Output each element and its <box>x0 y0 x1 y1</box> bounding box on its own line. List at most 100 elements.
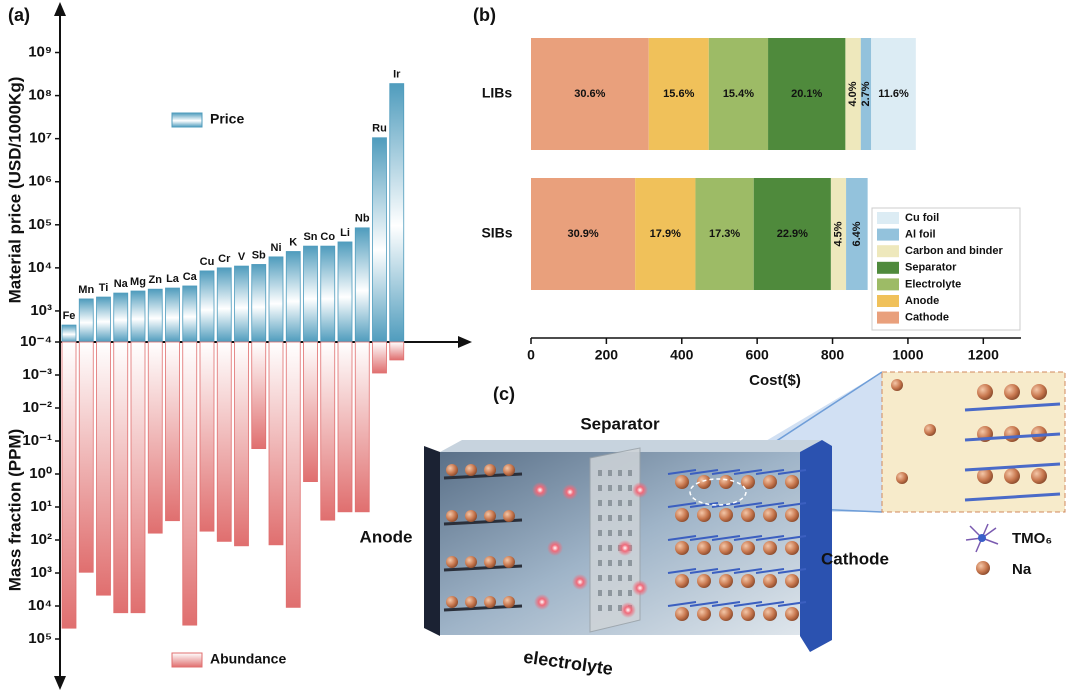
cathode-layer <box>689 502 719 508</box>
cathode-layer <box>733 535 763 541</box>
category-label: Ru <box>372 123 387 135</box>
category-label: Ir <box>393 68 401 80</box>
na-atom <box>697 475 711 489</box>
category-label: Sn <box>303 231 317 243</box>
cathode-layer <box>711 535 741 541</box>
na-atom <box>763 541 777 555</box>
legend-label: Electrolyte <box>905 278 961 290</box>
na-atom <box>484 464 496 476</box>
separator-plate <box>589 447 641 633</box>
y-tick-label: 10³ <box>30 302 52 319</box>
x-tick-label: 1200 <box>968 347 999 363</box>
na-atom <box>891 379 903 391</box>
bar <box>147 288 163 343</box>
cathode-layer <box>689 568 719 574</box>
bar <box>354 227 370 343</box>
bar <box>354 341 370 513</box>
na-atom <box>741 475 755 489</box>
bar-segment <box>871 38 916 150</box>
legend-label: Price <box>210 111 244 127</box>
box-top <box>440 440 822 452</box>
panel-label: (a) <box>8 5 30 25</box>
na-atom <box>675 541 689 555</box>
separator-hole <box>608 515 612 521</box>
cathode-layer <box>689 601 719 607</box>
cathode-layer <box>667 568 697 574</box>
y2-tick-label: 10⁰ <box>29 465 52 482</box>
bar-segment <box>845 38 861 150</box>
na-atom <box>1031 384 1047 400</box>
separator-hole <box>628 500 632 506</box>
separator-hole <box>608 590 612 596</box>
separator-hole <box>618 530 622 536</box>
bar <box>320 341 336 521</box>
separator-hole <box>608 605 612 611</box>
y-tick-label: 10⁸ <box>28 87 52 104</box>
y-tick-label: 10⁶ <box>28 173 52 190</box>
cathode-layer <box>711 601 741 607</box>
na-atom <box>675 574 689 588</box>
bar <box>61 324 77 343</box>
cathode-layer <box>711 502 741 508</box>
na-atom <box>785 607 799 621</box>
bar <box>372 137 387 343</box>
legend-label: Anode <box>905 295 939 307</box>
bar <box>234 341 249 547</box>
bar <box>268 256 284 343</box>
y2-tick-label: 10⁵ <box>28 630 52 647</box>
separator-hole <box>608 545 612 551</box>
na-atom <box>976 561 990 575</box>
separator-hole <box>598 545 602 551</box>
category-label: K <box>289 236 297 248</box>
separator-hole <box>598 605 602 611</box>
category-label: Zn <box>149 274 163 286</box>
cathode-layer <box>711 568 741 574</box>
bar <box>182 285 198 343</box>
cathode-layer <box>777 469 807 475</box>
na-atom <box>503 464 515 476</box>
arrow <box>54 676 66 690</box>
bar-segment <box>695 178 754 290</box>
legend-swatch <box>877 311 899 324</box>
y2-tick-label: 10¹ <box>30 498 52 515</box>
na-atom <box>785 574 799 588</box>
legend-label: Abundance <box>210 651 286 667</box>
separator-hole <box>628 470 632 476</box>
data-label: 4.0% <box>847 81 859 106</box>
bar <box>337 341 353 513</box>
bar <box>96 296 111 343</box>
na-ion <box>562 484 578 500</box>
data-label: 4.5% <box>832 221 844 246</box>
na-atom <box>785 475 799 489</box>
separator-hole <box>608 500 612 506</box>
legend-swatch <box>877 245 899 258</box>
bar-segment <box>846 178 868 290</box>
panel-label: (c) <box>493 384 515 404</box>
data-label: 6.4% <box>851 221 863 246</box>
bar <box>147 341 163 534</box>
bar-segment <box>753 178 831 290</box>
na-atom <box>719 607 733 621</box>
na-atom <box>763 475 777 489</box>
na-atom <box>446 510 458 522</box>
na-atom <box>977 468 993 484</box>
cathode-layer <box>667 601 697 607</box>
category-label: Nb <box>355 213 370 225</box>
category-label: Ni <box>271 242 282 254</box>
category-label: Ca <box>183 271 198 283</box>
category-label: Mn <box>78 284 94 296</box>
cathode-layer <box>733 601 763 607</box>
na-atom <box>465 464 477 476</box>
na-atom <box>1004 426 1020 442</box>
separator-hole <box>598 500 602 506</box>
na-atom <box>697 508 711 522</box>
cathode-layer <box>667 469 697 475</box>
separator-hole <box>608 470 612 476</box>
x-tick-label: 800 <box>821 347 845 363</box>
category-label: V <box>238 251 246 263</box>
na-atom <box>503 510 515 522</box>
y-tick-label: 10⁴ <box>28 259 52 276</box>
category-label: SIBs <box>481 225 512 241</box>
na-atom <box>763 508 777 522</box>
